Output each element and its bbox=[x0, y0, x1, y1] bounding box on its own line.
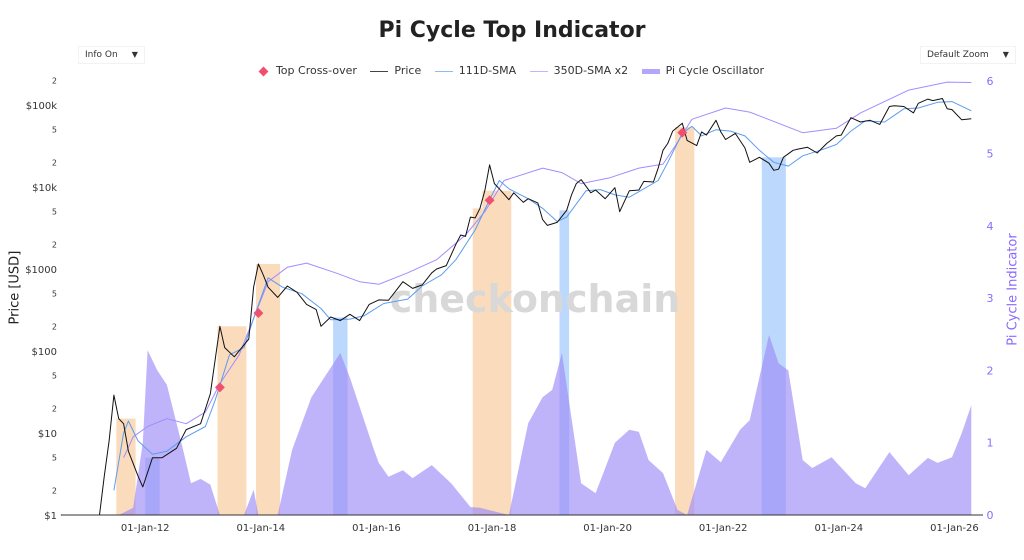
top-signal-band bbox=[472, 208, 483, 515]
top-signal-band bbox=[675, 127, 695, 515]
x-tick-label: 01-Jan-22 bbox=[699, 523, 748, 534]
x-tick-label: 01-Jan-24 bbox=[815, 523, 864, 534]
caret-down-icon: ▼ bbox=[1002, 50, 1009, 59]
y-left-tick-label: $1 bbox=[44, 511, 57, 522]
top-crossover-marker bbox=[253, 308, 264, 319]
price-line bbox=[60, 98, 972, 516]
y-left-tick-label: 5 bbox=[52, 372, 57, 381]
y-left-tick-label: 2 bbox=[52, 240, 57, 249]
top-signal-band bbox=[116, 418, 136, 515]
legend-label: 111D-SMA bbox=[458, 64, 517, 77]
info-toggle-label: Info On bbox=[85, 50, 118, 60]
x-tick-label: 01-Jan-18 bbox=[468, 523, 517, 534]
y-left-tick-label: 2 bbox=[52, 404, 57, 413]
y-left-tick-label: 2 bbox=[52, 158, 57, 167]
y-right-tick-label: 6 bbox=[987, 75, 994, 88]
line-swatch-icon bbox=[370, 70, 389, 72]
y-left-tick-label: 2 bbox=[52, 486, 57, 495]
legend-label: Price bbox=[394, 64, 422, 77]
y-right-tick-label: 0 bbox=[987, 509, 994, 522]
top-signal-band bbox=[217, 326, 247, 515]
watermark-logo: checkonchain bbox=[390, 277, 681, 321]
y-left-tick-label: $10 bbox=[38, 429, 57, 440]
y-right-tick-label: 3 bbox=[987, 292, 994, 305]
y-left-tick-label: 2 bbox=[52, 322, 57, 331]
info-toggle-dropdown[interactable]: Info On ▼ bbox=[78, 46, 145, 64]
top-crossover-marker bbox=[214, 382, 225, 393]
y-right-tick-label: 4 bbox=[987, 220, 994, 233]
x-tick-label: 01-Jan-20 bbox=[583, 523, 632, 534]
y-left-tick-label: 5 bbox=[52, 126, 57, 135]
zoom-dropdown[interactable]: Default Zoom ▼ bbox=[920, 46, 1016, 64]
top-crossover-marker bbox=[484, 195, 495, 206]
legend-label: Top Cross-over bbox=[275, 64, 357, 77]
legend: Top Cross-over Price 111D-SMA 350D-SMA x… bbox=[0, 64, 1024, 77]
zoom-label: Default Zoom bbox=[927, 50, 989, 60]
caret-down-icon: ▼ bbox=[131, 50, 138, 59]
y-left-tick-label: $100k bbox=[26, 101, 57, 112]
legend-item-top-crossover[interactable]: Top Cross-over bbox=[258, 64, 357, 77]
x-tick-label: 01-Jan-26 bbox=[930, 523, 979, 534]
legend-item-350d-sma-x2[interactable]: 350D-SMA x2 bbox=[529, 64, 629, 77]
area-swatch-icon bbox=[641, 68, 660, 74]
y-left-tick-label: 5 bbox=[52, 208, 57, 217]
y-left-tick-label: 5 bbox=[52, 454, 57, 463]
pi-cycle-oscillator-area bbox=[118, 335, 972, 515]
legend-label: Pi Cycle Oscillator bbox=[665, 64, 765, 77]
sma111-line bbox=[113, 101, 972, 491]
legend-item-pi-cycle-oscillator[interactable]: Pi Cycle Oscillator bbox=[641, 64, 765, 77]
x-tick-label: 01-Jan-14 bbox=[237, 523, 286, 534]
legend-item-price[interactable]: Price bbox=[370, 64, 421, 77]
bottom-signal-band bbox=[559, 210, 570, 515]
legend-label: 350D-SMA x2 bbox=[553, 64, 629, 77]
line-swatch-icon bbox=[434, 70, 453, 72]
top-crossover-marker bbox=[677, 127, 688, 138]
y-right-tick-label: 1 bbox=[987, 437, 994, 450]
y-left-tick-label: 5 bbox=[52, 290, 57, 299]
y-right-tick-label: 5 bbox=[987, 148, 994, 161]
y-left-tick-label: $1000 bbox=[25, 265, 57, 276]
x-tick-label: 01-Jan-12 bbox=[121, 523, 170, 534]
line-swatch-icon bbox=[529, 70, 548, 72]
x-tick-label: 01-Jan-16 bbox=[352, 523, 401, 534]
chart-title: Pi Cycle Top Indicator bbox=[378, 18, 646, 43]
top-signal-band bbox=[256, 264, 281, 515]
y-left-tick-label: 2 bbox=[52, 76, 57, 85]
y-right-tick-label: 2 bbox=[987, 364, 994, 377]
legend-item-111d-sma[interactable]: 111D-SMA bbox=[434, 64, 517, 77]
y-left-tick-label: $10k bbox=[32, 183, 57, 194]
top-signal-band bbox=[482, 190, 512, 515]
y-left-tick-label: $100 bbox=[32, 347, 57, 358]
